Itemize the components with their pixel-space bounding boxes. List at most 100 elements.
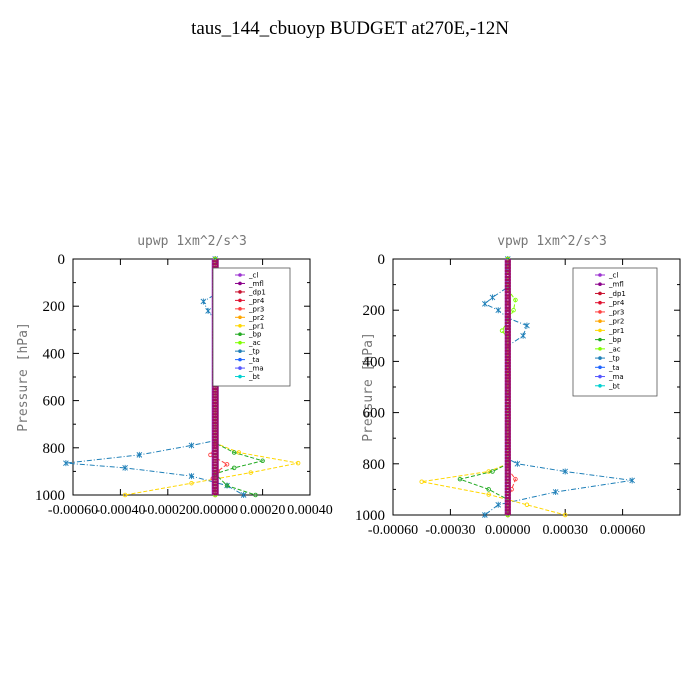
data-point (504, 404, 511, 408)
data-point (212, 396, 219, 399)
data-point (212, 432, 219, 436)
data-point (212, 430, 219, 433)
legend-label: _tp (248, 348, 260, 356)
data-point (504, 331, 511, 334)
data-point (205, 307, 211, 314)
data-point (212, 461, 219, 464)
data-point (524, 502, 530, 508)
legend-label: _pr2 (608, 318, 624, 326)
data-point (504, 300, 511, 303)
data-point (240, 492, 247, 498)
data-point (504, 343, 511, 346)
x-tick-label: 0.00020 (240, 503, 286, 518)
data-point (504, 444, 511, 448)
data-point (504, 386, 511, 389)
data-point (212, 390, 219, 393)
data-point (495, 501, 502, 508)
data-point (513, 297, 518, 303)
x-tick-label: -0.00020 (143, 503, 193, 518)
data-point (562, 468, 569, 475)
legend-label: _ma (248, 365, 264, 373)
data-point (212, 410, 219, 413)
legend-marker (598, 273, 602, 277)
legend-label: _pr3 (608, 308, 624, 316)
data-point (504, 294, 511, 297)
data-point (212, 466, 219, 470)
y-tick-label: 0 (378, 252, 386, 268)
data-point (212, 415, 219, 419)
legend-marker (238, 281, 242, 286)
data-point (499, 328, 505, 333)
data-point (504, 324, 511, 328)
data-point (212, 458, 219, 461)
data-point (504, 460, 511, 463)
x-tick-label: 0.00030 (542, 523, 588, 538)
legend-label: _ac (248, 339, 261, 347)
data-point (504, 496, 511, 500)
data-point (212, 393, 219, 396)
legend-label: _pr2 (248, 314, 264, 322)
data-point (511, 307, 516, 313)
y-axis-label: Pressure [hPa] (16, 322, 31, 432)
data-point (504, 337, 511, 340)
data-point (188, 473, 195, 480)
data-point (504, 398, 511, 401)
data-point (504, 272, 511, 276)
data-point (504, 352, 511, 355)
data-point (504, 487, 511, 491)
legend-label: _bt (608, 382, 620, 390)
y-tick-label: 200 (363, 303, 386, 319)
data-point (504, 395, 511, 398)
data-point (504, 327, 511, 331)
data-point (504, 407, 511, 411)
data-point (504, 361, 511, 365)
legend-marker (238, 315, 242, 320)
data-point (504, 447, 511, 451)
x-tick-label: -0.00040 (95, 503, 145, 518)
chart-2: vpwp 1xm^2/s^3 Pressure [hPa] 0 200 400 600 80… (355, 234, 681, 538)
data-point (504, 297, 511, 300)
legend-marker (238, 332, 242, 337)
data-point (212, 260, 219, 263)
data-point (504, 478, 511, 481)
x-tick-label: 0.00060 (600, 523, 646, 538)
legend: _cl_mfl_dp1_pr4_pr3_pr2_pr1_bp_ac_tp_ta_… (212, 267, 291, 387)
legend: _cl_mfl_dp1_pr4_pr3_pr2_pr1_bp_ac_tp_ta_… (572, 267, 658, 397)
data-point (224, 462, 230, 467)
data-point (504, 463, 511, 466)
data-point (212, 404, 219, 407)
panel-title: vpwp 1xm^2/s^3 (497, 234, 607, 249)
data-point (489, 294, 496, 301)
x-tick-label: 0.00040 (287, 503, 333, 518)
data-point (200, 298, 207, 305)
data-point (504, 383, 511, 386)
series-line-pr1 (421, 259, 566, 516)
data-point (504, 410, 511, 414)
legend-label: _dp1 (608, 290, 626, 298)
data-point (212, 483, 219, 487)
data-point (212, 387, 219, 390)
data-point (504, 374, 511, 377)
legend-label: _cl (608, 272, 618, 280)
data-point (504, 321, 511, 325)
data-point (212, 447, 219, 450)
data-point (504, 340, 511, 343)
data-point (212, 424, 219, 427)
data-point (260, 458, 265, 464)
data-point (504, 389, 511, 392)
chart-1: upwp 1xm^2/s^3 Pressure [hPa] 0 200 400 600 80… (16, 234, 333, 518)
data-point (419, 479, 424, 484)
data-point (504, 266, 511, 269)
data-point (504, 349, 511, 352)
legend-marker (238, 307, 242, 311)
legend-marker (598, 310, 602, 314)
data-point (504, 429, 511, 432)
legend-label: _ac (608, 345, 621, 353)
x-tick-label: -0.00060 (48, 503, 98, 518)
data-point (212, 472, 219, 475)
data-point (504, 420, 511, 423)
data-point (504, 509, 511, 512)
data-point (212, 435, 219, 439)
legend-label: _dp1 (248, 288, 266, 296)
data-point (504, 315, 511, 319)
